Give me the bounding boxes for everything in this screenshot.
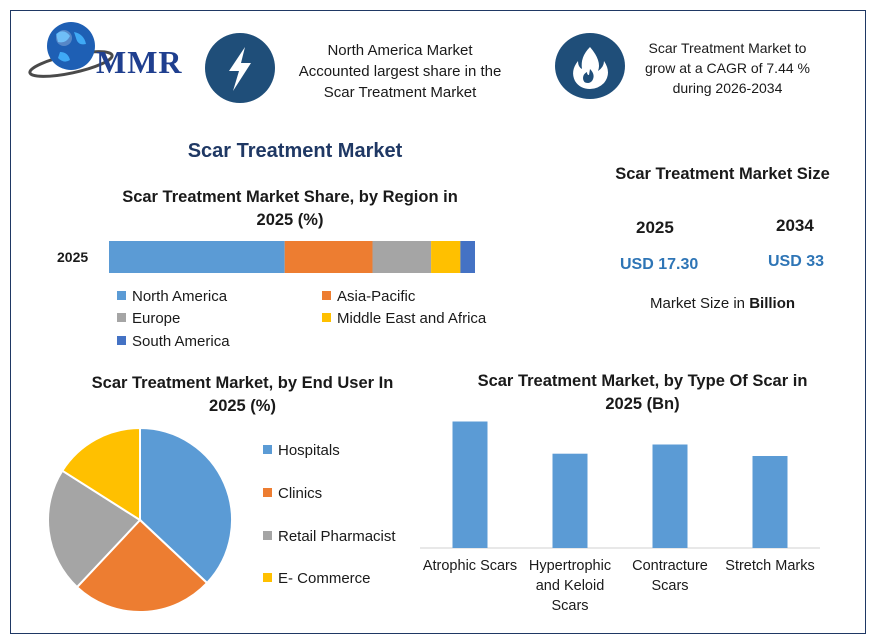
region-stacked-bar [109, 241, 475, 273]
x-tick-label: Contracture Scars [632, 558, 708, 594]
legend-item: Retail Pharmacist [263, 528, 396, 545]
column-bar [552, 453, 588, 548]
bar-segment-europe [372, 241, 432, 273]
column-bar [452, 421, 488, 548]
legend-item: Europe [117, 310, 180, 327]
lightning-icon [205, 33, 275, 103]
market-size-value: USD 17.30 [620, 256, 699, 273]
scar-type-column-chart: Atrophic Scars Hypertrophic and Keloid Scar… [420, 421, 820, 614]
pie-slice-hospitals [139, 426, 233, 585]
bar-segment-north-america [109, 241, 285, 273]
legend-item: E- Commerce [263, 570, 371, 587]
globe-icon [28, 22, 114, 78]
main-title: Scar Treatment Market [187, 140, 403, 162]
bar-segment-south-america [460, 241, 475, 273]
x-tick-label: Atrophic Scars [423, 558, 517, 574]
x-tick-label: Stretch Marks [725, 558, 814, 574]
legend-item: Asia-Pacific [322, 288, 415, 305]
end-user-pie [47, 426, 233, 613]
pie-slice-retail-pharmacist [47, 469, 142, 589]
bar-segment-middle-east-and-africa [431, 241, 461, 273]
bar-segment-asia-pacific [284, 241, 373, 273]
column-bar [652, 444, 688, 548]
legend-item: North America [117, 288, 227, 305]
end-user-chart-title: Scar Treatment Market, by End User In 20… [91, 374, 394, 415]
infographic-frame [10, 10, 866, 634]
region-chart-title: Scar Treatment Market Share, by Region i… [122, 188, 458, 229]
x-tick-label: Hypertrophic and Keloid Scars [529, 558, 611, 614]
market-size-year: 2034 [776, 216, 814, 235]
flame-icon [555, 33, 625, 99]
column-bar [752, 456, 788, 548]
header-right-text: Scar Treatment Market to grow at a CAGR … [645, 40, 810, 96]
scar-type-chart-title: Scar Treatment Market, by Type Of Scar i… [477, 372, 808, 413]
logo-text: MMR [96, 44, 183, 80]
legend-item: South America [117, 333, 230, 350]
market-size-note: Market Size in Billion [649, 295, 796, 312]
market-size-year: 2025 [636, 218, 674, 237]
legend-item: Clinics [263, 485, 322, 502]
pie-slice-e-commerce [60, 426, 141, 522]
legend-item: Hospitals [263, 442, 340, 459]
market-size-title: Scar Treatment Market Size [615, 165, 830, 183]
pie-slice-clinics [75, 518, 209, 613]
market-size-value: USD 33 [768, 253, 825, 270]
region-bar-category-label: 2025 [57, 249, 89, 265]
legend-item: Middle East and Africa [322, 310, 486, 327]
header-left-text: North America Market Accounted largest s… [298, 42, 502, 101]
